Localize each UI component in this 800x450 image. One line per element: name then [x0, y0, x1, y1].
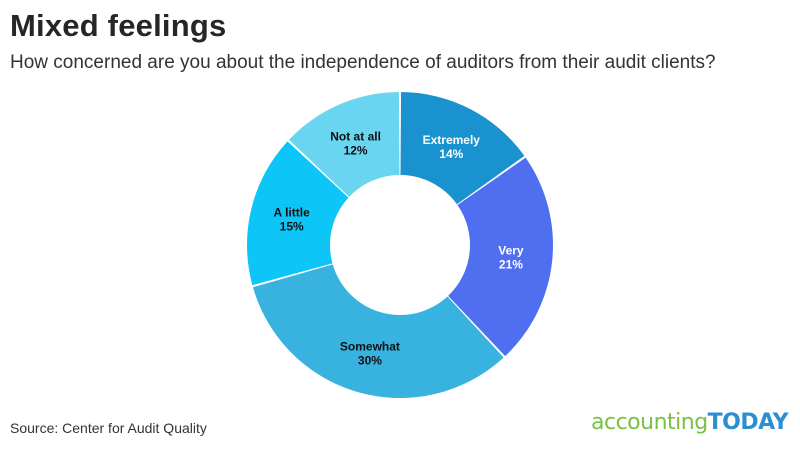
logo-part-accounting: accounting [591, 410, 708, 435]
donut-slice-very [448, 157, 553, 357]
chart-subtitle: How concerned are you about the independ… [10, 52, 716, 73]
slice-value-label: 21% [499, 257, 523, 271]
source-note: Source: Center for Audit Quality [10, 420, 207, 436]
slice-value-label: 14% [439, 147, 463, 161]
slice-value-label: 15% [280, 220, 304, 234]
slice-value-label: 12% [344, 144, 368, 158]
chart-title: Mixed feelings [10, 8, 227, 43]
donut-slice-a-little [247, 141, 349, 286]
accounting-today-logo: accountingTODAY [591, 410, 789, 435]
donut-slice-somewhat [252, 264, 504, 398]
donut-slice-extremely [400, 92, 525, 205]
slice-category-label: Very [498, 243, 524, 257]
slice-category-label: A little [274, 206, 311, 220]
logo-part-today: TODAY [707, 410, 789, 435]
slice-category-label: Extremely [423, 133, 481, 147]
donut-slice-not-at-all [288, 92, 400, 197]
slice-category-label: Not at all [330, 130, 381, 144]
slice-value-label: 30% [358, 353, 382, 367]
slice-category-label: Somewhat [340, 339, 400, 353]
